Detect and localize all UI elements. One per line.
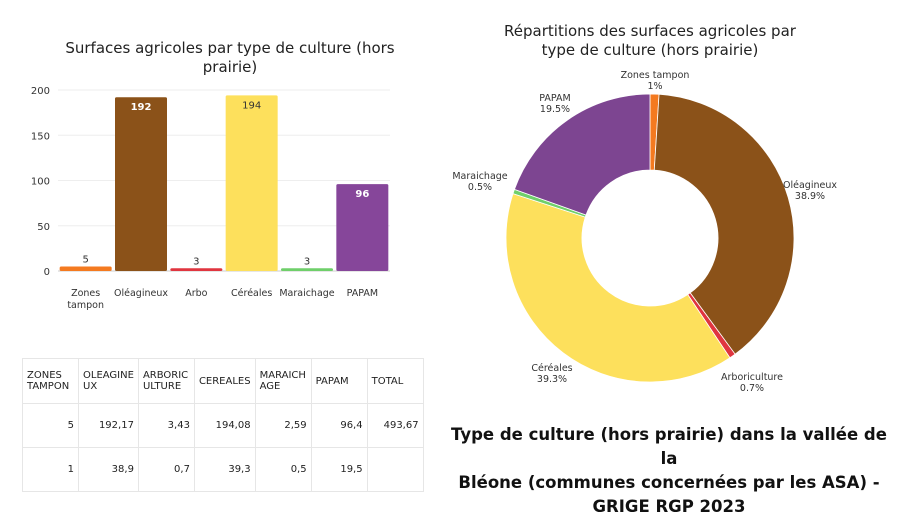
table-cell: 3,43 [137,403,195,448]
donut-slice-label: Arboriculture [721,372,783,383]
table-header-text: TOTAL [371,375,404,387]
table-header-cell: CEREALES [193,358,256,404]
donut-slice-label: 0.7% [740,383,764,394]
table-cell: 0,7 [137,447,195,492]
bar-category-label: Arbo [185,288,207,299]
bar-y-tick-label: 150 [31,131,50,142]
table-header-text: ULTURE [142,381,182,392]
table-header-text: CEREALES [198,375,251,387]
caption-line: Bléone (communes concernées par les ASA)… [458,473,880,492]
table-row: 1 38,9 0,7 39,3 0,5 19,5 [22,447,424,492]
bar-category-label: PAPAM [347,288,378,299]
bar [170,268,223,271]
bar-y-tick-label: 200 [31,86,50,97]
table-header-text: MARAICH [259,370,306,381]
donut-slice-label: Maraichage [452,171,507,182]
bar [225,95,278,272]
pie-chart-title: Répartitions des surfaces agricoles par t… [500,22,800,60]
bar-value-label: 96 [355,189,369,200]
pie-chart-title-line: type de culture (hors prairie) [541,41,759,59]
table-cell: 2,59 [254,403,312,448]
bar-value-label: 192 [131,102,152,113]
pie-chart-title-line: Répartitions des surfaces agricoles par [504,22,796,40]
bar [281,268,333,271]
table-header-text: PAPAM [315,375,349,387]
bar-category-label: Céréales [231,288,272,299]
donut-slice [505,193,731,383]
table-cell: 19,5 [310,447,368,492]
table-cell: 5 [22,403,79,448]
bar-y-tick-label: 0 [44,267,50,278]
table-header-text: UX [83,381,98,392]
bar-value-label: 3 [304,256,310,267]
table-cell: 39,3 [193,447,256,492]
table-header-cell: TOTAL [366,358,424,404]
bar-category-label: Oléagineux [114,288,168,299]
bar-value-label: 194 [242,100,261,111]
bar [59,266,112,271]
bar [336,184,389,271]
bar-y-tick-label: 50 [37,222,50,233]
table-header-cell: PAPAM [310,358,368,404]
table-row: 5 192,17 3,43 194,08 2,59 96,4 493,67 [22,403,424,448]
bar [115,97,167,272]
donut-slice-label: 1% [647,81,662,92]
bar-chart-title: Surfaces agricoles par type de culture (… [60,39,400,77]
table-cell [366,447,424,492]
bar-chart-title-line: Surfaces agricoles par type de culture (… [65,39,395,57]
donut-slice-label: PAPAM [539,93,570,104]
donut-slice-label: 0.5% [468,182,492,193]
bar-category-label: Zones [71,288,100,299]
table-header-text: TAMPON [27,381,70,392]
table-header-text: ZONES [27,370,62,381]
table-cell: 493,67 [366,403,424,448]
caption-line: Type de culture (hors prairie) dans la v… [451,425,887,468]
bar-y-tick-label: 100 [31,177,50,188]
table-header-row: ZONES TAMPON OLEAGINE UX ARBORIC ULTURE CEREAL… [22,358,424,404]
donut-slice-label: Céréales [531,363,572,374]
donut-slice-label: 38.9% [795,191,825,202]
table-header-cell: ZONES TAMPON [22,358,79,404]
bar-value-label: 5 [82,254,88,265]
table-cell: 38,9 [78,447,139,492]
donut-slice-label: Oléagineux [783,180,837,191]
donut-slice-label: Zones tampon [621,70,690,81]
figure-caption: Type de culture (hors prairie) dans la v… [440,423,898,519]
caption-line: GRIGE RGP 2023 [592,497,746,516]
table-header-text: AGE [259,381,281,392]
table-cell: 194,08 [193,403,256,448]
bar-chart-title-line: prairie) [202,58,258,76]
bar-category-label: Maraichage [279,288,334,299]
table-header-cell: OLEAGINE UX [78,358,139,404]
table-cell: 96,4 [310,403,368,448]
table-header-text: ARBORIC [142,370,189,381]
table-header-cell: ARBORIC ULTURE [137,358,195,404]
donut-slice-label: 19.5% [540,104,570,115]
data-table: ZONES TAMPON OLEAGINE UX ARBORIC ULTURE CEREAL… [22,358,424,492]
donut-slice [513,93,651,216]
donut-slice-label: 39.3% [537,374,567,385]
table-header-text: OLEAGINE [83,370,134,381]
donut-slice [653,93,795,355]
bar-category-label: tampon [67,300,104,311]
table-cell: 1 [22,447,79,492]
table-cell: 0,5 [254,447,312,492]
table-header-cell: MARAICH AGE [254,358,312,404]
table-cell: 192,17 [78,403,139,448]
bar-value-label: 3 [193,256,199,267]
